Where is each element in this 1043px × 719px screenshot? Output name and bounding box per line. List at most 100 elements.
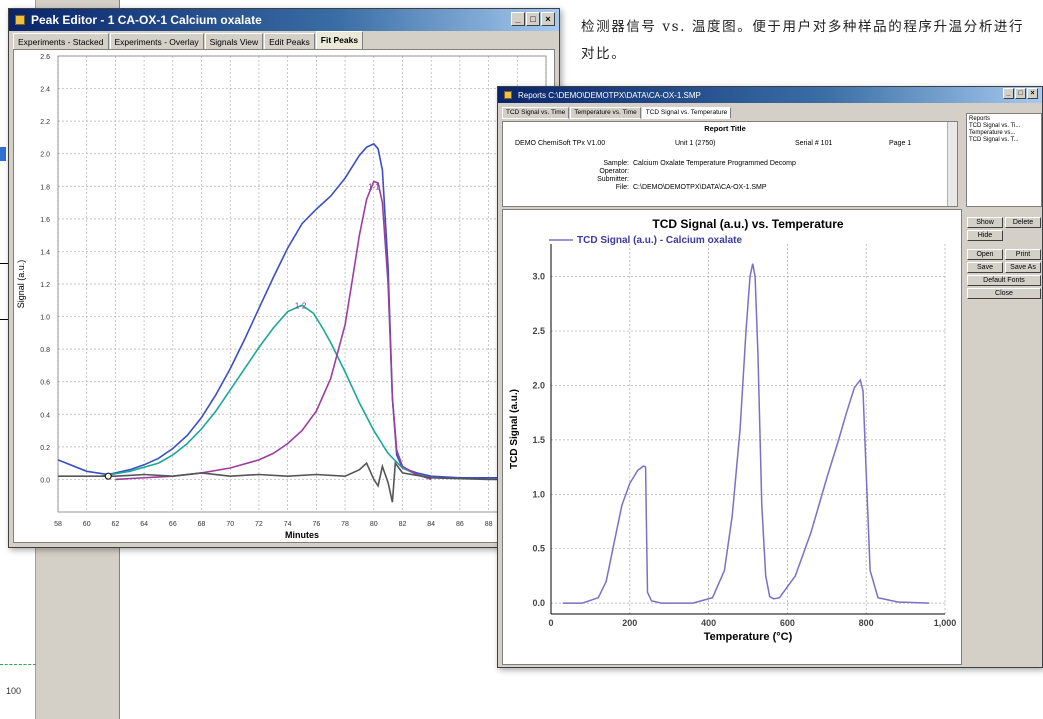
open-button[interactable]: Open — [967, 249, 1003, 260]
y-tick-label: 1.6 — [40, 217, 50, 224]
y-tick-label: 2.0 — [40, 152, 50, 159]
print-button[interactable]: Print — [1005, 249, 1041, 260]
x-tick-label: 86 — [456, 521, 464, 528]
minimize-button[interactable]: _ — [511, 12, 525, 26]
x-tick-label: 400 — [701, 618, 716, 628]
y-tick-label: 0.8 — [40, 347, 50, 354]
y-tick-label: 1.8 — [40, 184, 50, 191]
close-button[interactable]: × — [1027, 88, 1038, 99]
hide-button[interactable]: Hide — [967, 230, 1003, 241]
save-button[interactable]: Save — [967, 262, 1003, 273]
report-title: Report Title — [704, 124, 746, 133]
x-tick-label: 62 — [112, 521, 120, 528]
report-header: Report Title DEMO ChemiSoft TPx V1.00 Un… — [502, 121, 958, 207]
y-tick-label: 0.0 — [532, 598, 545, 608]
y-tick-label: 1.0 — [40, 315, 50, 322]
series-line-2 — [115, 180, 432, 481]
reports-window: Reports C:\DEMO\DEMOTPX\DATA\CA-OX-1.SMP… — [497, 86, 1043, 668]
tab-signals-view[interactable]: Signals View — [204, 33, 264, 50]
delete-button[interactable]: Delete — [1005, 217, 1041, 228]
tab-temperature-vs-time[interactable]: Temperature vs. Time — [570, 107, 641, 119]
reports-list-item[interactable]: TCD Signal vs. Ti... — [969, 123, 1021, 129]
peak-editor-titlebar[interactable]: Peak Editor - 1 CA-OX-1 Calcium oxalate … — [9, 9, 559, 31]
reports-list-item[interactable]: Reports — [969, 116, 991, 122]
x-tick-label: 88 — [485, 521, 493, 528]
default-fonts-button[interactable]: Default Fonts — [967, 275, 1041, 286]
x-tick-label: 76 — [312, 521, 320, 528]
y-tick-label: 0.0 — [40, 477, 50, 484]
x-tick-label: 64 — [140, 521, 148, 528]
x-tick-label: 68 — [198, 521, 206, 528]
x-tick-label: 58 — [54, 521, 62, 528]
y-tick-label: 2.5 — [532, 326, 545, 336]
y-tick-label: 1.4 — [40, 249, 50, 256]
report-header-scrollbar[interactable] — [947, 122, 957, 206]
y-tick-label: 2.0 — [532, 380, 545, 390]
x-tick-label: 84 — [427, 521, 435, 528]
y-tick-label: 0.5 — [532, 544, 545, 554]
peak-label: 1-2 — [295, 301, 307, 310]
y-axis-label: TCD Signal (a.u.) — [509, 389, 520, 469]
reports-list-item[interactable]: TCD Signal vs. T... — [969, 137, 1019, 143]
reports-list-item[interactable]: Temperature vs... — [969, 130, 1016, 136]
tab-fit-peaks[interactable]: Fit Peaks — [315, 31, 364, 50]
tab-tcd-signal-vs-time[interactable]: TCD Signal vs. Time — [502, 107, 570, 119]
x-tick-label: 78 — [341, 521, 349, 528]
sample-value: Calcium Oxalate Temperature Programmed D… — [633, 160, 796, 167]
y-tick-label: 0.6 — [40, 380, 50, 387]
x-tick-label: 82 — [399, 521, 407, 528]
peak-label: 1-1 — [368, 183, 380, 192]
legend-label: TCD Signal (a.u.) - Calcium oxalate — [577, 235, 742, 246]
baseline-marker[interactable] — [104, 472, 112, 480]
caption-text: 检测器信号 vs. 温度图。便于用户对多种样品的程序升温分析进行对比。 — [581, 19, 1025, 62]
maximize-button[interactable]: □ — [1015, 88, 1026, 99]
x-tick-label: 600 — [780, 618, 795, 628]
close-report-button[interactable]: Close — [967, 288, 1041, 299]
save-as-button[interactable]: Save As — [1005, 262, 1041, 273]
series-line-0 — [57, 142, 546, 479]
x-axis-label: Temperature (°C) — [704, 631, 793, 643]
show-button[interactable]: Show — [967, 217, 1003, 228]
app-icon — [15, 15, 25, 25]
page-label: Page 1 — [889, 140, 912, 147]
axis-value: 100 — [6, 686, 22, 696]
y-tick-label: 3.0 — [532, 272, 545, 282]
tab-tcd-signal-vs-temperature[interactable]: TCD Signal vs. Temperature — [641, 107, 732, 119]
sample-label: Sample: — [603, 160, 629, 167]
x-tick-label: 60 — [83, 521, 91, 528]
tab-edit-peaks[interactable]: Edit Peaks — [264, 33, 315, 50]
reports-title: Reports C:\DEMO\DEMOTPX\DATA\CA-OX-1.SMP — [518, 90, 701, 100]
submitter-label: Submitter: — [597, 176, 629, 183]
y-tick-label: 2.4 — [40, 87, 50, 94]
x-tick-label: 70 — [226, 521, 234, 528]
x-tick-label: 80 — [370, 521, 378, 528]
trace-line — [0, 664, 36, 665]
x-tick-label: 1,000 — [934, 618, 957, 628]
minimize-button[interactable]: _ — [1003, 88, 1014, 99]
y-tick-label: 1.2 — [40, 282, 50, 289]
app-icon — [504, 91, 512, 99]
x-axis-label: Minutes — [285, 530, 319, 540]
peak-editor-title: Peak Editor - 1 CA-OX-1 Calcium oxalate — [31, 13, 262, 27]
file-value: C:\DEMO\DEMOTPX\DATA\CA-OX-1.SMP — [633, 184, 767, 191]
reports-titlebar[interactable]: Reports C:\DEMO\DEMOTPX\DATA\CA-OX-1.SMP… — [498, 87, 1042, 103]
file-label: File: — [615, 184, 629, 191]
unit-label: Unit 1 (2750) — [675, 140, 716, 147]
selection-indicator — [0, 147, 6, 161]
x-tick-label: 200 — [622, 618, 637, 628]
software-version: DEMO ChemiSoft TPx V1.00 — [515, 140, 606, 147]
chart-title: TCD Signal (a.u.) vs. Temperature — [652, 217, 843, 231]
reports-list[interactable]: Reports TCD Signal vs. Ti... Temperature v… — [966, 113, 1042, 207]
peak-editor-chart: 5860626466687072747678808284868890922.62… — [16, 54, 550, 540]
maximize-button[interactable]: □ — [526, 12, 540, 26]
y-tick-label: 2.6 — [40, 54, 50, 61]
operator-label: Operator: — [599, 168, 629, 175]
y-tick-label: 0.2 — [40, 445, 50, 452]
tab-experiments-overlay[interactable]: Experiments - Overlay — [109, 33, 204, 50]
tab-experiments-stacked[interactable]: Experiments - Stacked — [13, 33, 109, 50]
reports-chart-area: TCD Signal (a.u.) vs. Temperature 0 200 400… — [502, 209, 962, 665]
peak-editor-window: Peak Editor - 1 CA-OX-1 Calcium oxalate … — [8, 8, 560, 548]
y-tick-label: 1.0 — [532, 489, 545, 499]
series-line-3 — [58, 460, 546, 503]
close-button[interactable]: × — [541, 12, 555, 26]
